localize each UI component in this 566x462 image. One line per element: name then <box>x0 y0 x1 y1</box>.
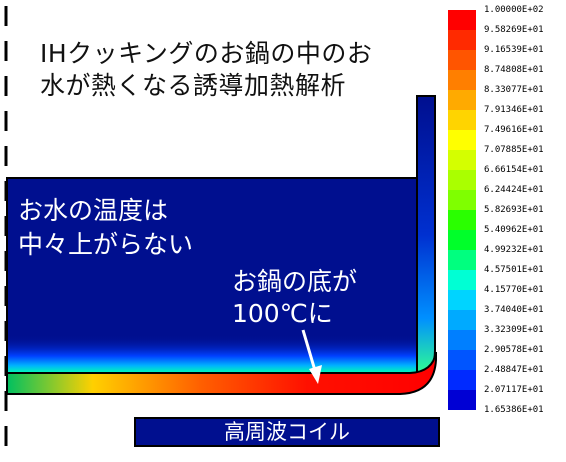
legend-label: 2.07117E+01 <box>484 385 544 395</box>
pot-wall <box>416 95 436 375</box>
pointer-arrow-head <box>309 365 322 384</box>
legend-label: 8.74808E+01 <box>484 65 544 75</box>
induction-coil: 高周波コイル <box>134 417 440 447</box>
legend-label: 9.16539E+01 <box>484 45 544 55</box>
legend-swatch <box>448 70 476 90</box>
legend-swatch <box>448 350 476 370</box>
legend-label: 4.57501E+01 <box>484 265 544 275</box>
title-line-1: IHクッキングのお鍋の中のお <box>40 39 373 68</box>
legend-swatch <box>448 90 476 110</box>
pointer-arrow-line <box>301 329 318 375</box>
legend-swatch <box>448 210 476 230</box>
legend-swatch <box>448 10 476 30</box>
legend-label: 4.15770E+01 <box>484 285 544 295</box>
legend-label: 1.00000E+02 <box>484 5 544 15</box>
legend-swatch <box>448 310 476 330</box>
legend-swatch <box>448 230 476 250</box>
legend-label: 5.40962E+01 <box>484 225 544 235</box>
legend-label: 1.65386E+01 <box>484 405 544 415</box>
legend-swatch <box>448 170 476 190</box>
legend-swatch <box>448 270 476 290</box>
legend-label: 2.90578E+01 <box>484 345 544 355</box>
legend-label: 3.32309E+01 <box>484 325 544 335</box>
legend-label: 6.66154E+01 <box>484 165 544 175</box>
warm-water-layer <box>8 335 416 373</box>
legend-swatch <box>448 190 476 210</box>
water-temp-note-line-2: 中々上がらない <box>18 230 194 259</box>
legend-swatch <box>448 290 476 310</box>
legend-label: 5.82693E+01 <box>484 205 544 215</box>
legend-label: 3.74040E+01 <box>484 305 544 315</box>
title-line-2: 水が熱くなる誘導加熱解析 <box>40 71 347 100</box>
legend-swatch <box>448 370 476 390</box>
legend-swatch <box>448 250 476 270</box>
legend-label: 7.07885E+01 <box>484 145 544 155</box>
legend-swatch <box>448 330 476 350</box>
water-temp-note-line-1: お水の温度は <box>18 196 169 225</box>
legend-label: 8.33077E+01 <box>484 85 544 95</box>
pot-bottom <box>6 351 437 395</box>
legend-label: 6.24424E+01 <box>484 185 544 195</box>
pot-bottom-note-line-2: 100℃に <box>232 299 333 328</box>
legend-label: 9.58269E+01 <box>484 25 544 35</box>
legend-label: 2.48847E+01 <box>484 365 544 375</box>
pot-bottom-note-line-1: お鍋の底が <box>232 267 358 296</box>
legend-swatch <box>448 30 476 50</box>
legend-label: 4.99232E+01 <box>484 245 544 255</box>
legend-swatch <box>448 110 476 130</box>
legend-swatch <box>448 50 476 70</box>
legend-label: 7.91346E+01 <box>484 105 544 115</box>
legend-swatch <box>448 130 476 150</box>
legend-swatch <box>448 390 476 410</box>
legend-label: 7.49616E+01 <box>484 125 544 135</box>
legend-swatch <box>448 150 476 170</box>
